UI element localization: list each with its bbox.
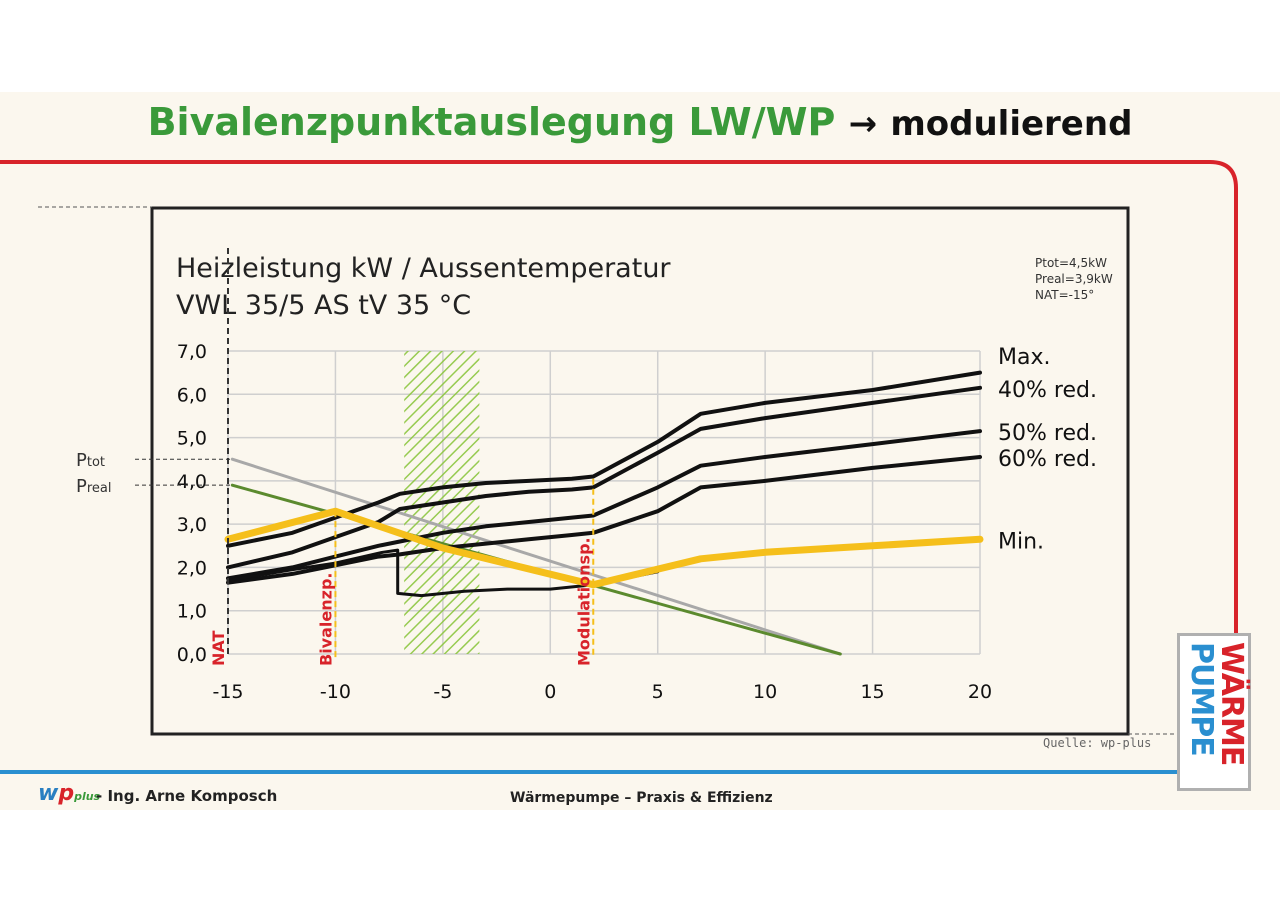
info-line: Preal=3,9kW (1035, 272, 1113, 286)
info-line: Ptot=4,5kW (1035, 256, 1107, 270)
series-line (226, 429, 982, 581)
title-main: Bivalenzpunktauslegung LW/WP (147, 100, 836, 144)
y-tick-label: 7,0 (177, 341, 207, 363)
marker-label: NAT (209, 630, 228, 666)
footer-author: - Ing. Arne Komposch (96, 787, 278, 805)
badge-word-pumpe: PUMPE (1184, 642, 1219, 756)
info-line: NAT=-15° (1035, 288, 1094, 302)
y-tick-label: 6,0 (177, 384, 207, 406)
source-note: Quelle: wp-plus (1043, 736, 1152, 750)
chart-panel (150, 206, 1130, 736)
series-label: 60% red. (998, 447, 1097, 472)
x-tick-label: 5 (652, 681, 664, 703)
y-tick-label: 0,0 (177, 644, 207, 666)
x-tick-label: 20 (968, 681, 992, 703)
x-tick-label: -5 (433, 681, 452, 703)
series-label: Max. (998, 345, 1050, 370)
series-line (226, 455, 982, 585)
ptot-label: Ptot (76, 450, 105, 471)
logo-p: p (58, 781, 75, 806)
x-tick-label: 0 (544, 681, 556, 703)
x-tick-label: -10 (320, 681, 351, 703)
preal-label: Preal (76, 476, 112, 497)
y-tick-label: 2,0 (177, 557, 207, 579)
title-sub: modulierend (890, 104, 1133, 144)
page-title: Bivalenzpunktauslegung LW/WP → moduliere… (0, 100, 1280, 144)
badge-word-waerme: WÄRME (1214, 642, 1249, 766)
series-label: 40% red. (998, 378, 1097, 403)
y-tick-label: 3,0 (177, 514, 207, 536)
x-tick-label: 15 (860, 681, 884, 703)
chart-title-line2: VWL 35/5 AS tV 35 °C (176, 290, 471, 321)
title-arrow: → (848, 104, 878, 144)
y-tick-label: 4,0 (177, 471, 207, 493)
marker-label: Bivalenzp. (316, 573, 335, 666)
marker-label: Modulationsp. (574, 537, 593, 666)
series-label: 50% red. (998, 421, 1097, 446)
y-tick-label: 1,0 (177, 601, 207, 623)
logo-w: w (38, 781, 59, 806)
series-line (224, 507, 984, 589)
series-label: Min. (998, 529, 1044, 554)
waermepumpe-logo-badge: WÄRME PUMPE (1177, 633, 1251, 791)
logo-plus: plus (74, 790, 101, 803)
x-tick-label: 10 (753, 681, 777, 703)
footer-center: Wärmepumpe – Praxis & Effizienz (510, 790, 773, 806)
series-line (226, 385, 982, 570)
x-tick-label: -15 (212, 681, 243, 703)
y-tick-label: 5,0 (177, 428, 207, 450)
wp-plus-logo: wpplus (38, 781, 100, 806)
series-line (230, 457, 842, 656)
series-line (226, 548, 660, 598)
chart-title-line1: Heizleistung kW / Aussentemperatur (176, 253, 671, 284)
